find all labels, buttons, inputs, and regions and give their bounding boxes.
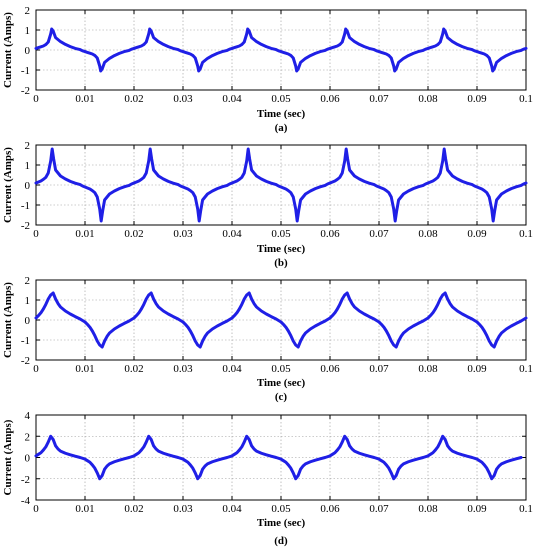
x-tick-label: 0 — [33, 93, 39, 105]
x-tick-label: 0.04 — [222, 93, 242, 105]
x-tick-label: 0.07 — [369, 93, 389, 105]
x-tick-label: 0.01 — [75, 363, 94, 375]
y-tick-label: 2 — [25, 275, 31, 287]
x-tick-label: 0.08 — [418, 503, 438, 515]
x-tick-label: 0.09 — [467, 93, 487, 105]
panel-label: (b) — [274, 257, 288, 269]
current-waveform-line — [34, 291, 528, 349]
x-tick-label: 0.08 — [418, 363, 438, 375]
x-axis-label: Time (sec) — [257, 517, 306, 529]
current-waveform-line — [34, 27, 528, 73]
y-tick-label: -2 — [21, 474, 30, 486]
x-axis-label: Time (sec) — [257, 108, 306, 120]
x-tick-label: 0.06 — [320, 503, 340, 515]
x-tick-label: 0.09 — [467, 228, 487, 240]
y-tick-label: 1 — [25, 295, 31, 307]
panel-label: (d) — [274, 535, 288, 547]
y-tick-label: 0 — [25, 180, 31, 192]
x-tick-label: 0.04 — [222, 363, 242, 375]
x-tick-label: 0.05 — [271, 93, 291, 105]
y-axis-label: Current (Amps) — [2, 147, 14, 223]
x-tick-label: 0.09 — [467, 363, 487, 375]
x-tick-label: 0.07 — [369, 363, 389, 375]
x-tick-label: 0.09 — [467, 503, 487, 515]
x-axis-label: Time (sec) — [257, 243, 306, 255]
x-tick-label: 0.04 — [222, 503, 242, 515]
x-tick-label: 0.01 — [75, 93, 94, 105]
x-tick-label: 0 — [33, 503, 39, 515]
x-tick-label: 0.05 — [271, 228, 291, 240]
x-tick-label: 0.1 — [519, 228, 533, 240]
x-tick-label: 0.05 — [271, 363, 291, 375]
x-tick-label: 0.06 — [320, 93, 340, 105]
y-tick-label: -1 — [21, 335, 30, 347]
x-tick-label: 0.05 — [271, 503, 291, 515]
y-tick-label: 1 — [25, 25, 31, 37]
x-tick-label: 0.08 — [418, 93, 438, 105]
x-tick-label: 0.07 — [369, 503, 389, 515]
y-tick-label: 0 — [25, 45, 31, 57]
x-tick-label: 0.02 — [124, 93, 143, 105]
panel-c: 0 0.01 0.02 0.03 0.04 0.05 0.06 0.07 0.08 0.09 0.1… — [2, 275, 533, 403]
y-tick-label: 4 — [25, 410, 31, 422]
x-tick-label: 0.01 — [75, 503, 94, 515]
x-tick-label: 0.03 — [173, 503, 193, 515]
x-tick-label: 0.1 — [519, 363, 533, 375]
panel-label: (a) — [275, 122, 288, 134]
x-tick-label: 0.04 — [222, 228, 242, 240]
panel-d: 0 0.01 0.02 0.03 0.04 0.05 0.06 0.07 0.08 0.09 0.1… — [2, 410, 533, 547]
y-axis-label: Current (Amps) — [2, 419, 14, 495]
x-tick-label: 0 — [33, 363, 39, 375]
y-tick-label: 1 — [25, 160, 31, 172]
x-tick-label: 0.03 — [173, 363, 193, 375]
x-tick-label: 0 — [33, 228, 39, 240]
y-tick-label: 0 — [25, 315, 31, 327]
panel-label: (c) — [275, 391, 288, 403]
panel-b: 0 0.01 0.02 0.03 0.04 0.05 0.06 0.07 0.08 0.09 0.1… — [2, 140, 533, 269]
y-tick-label: -2 — [21, 355, 30, 367]
y-tick-label: -4 — [21, 495, 31, 507]
panel-a: 0 0.01 0.02 0.03 0.04 0.05 0.06 0.07 0.08 0.09 0.1… — [2, 5, 533, 134]
x-tick-label: 0.06 — [320, 363, 340, 375]
current-waveform-line — [34, 147, 528, 223]
x-tick-label: 0.02 — [124, 503, 143, 515]
y-tick-label: 2 — [25, 431, 31, 443]
x-tick-label: 0.02 — [124, 228, 143, 240]
x-tick-label: 0.02 — [124, 363, 143, 375]
y-tick-label: -1 — [21, 200, 30, 212]
x-tick-label: 0.08 — [418, 228, 438, 240]
x-tick-label: 0.01 — [75, 228, 94, 240]
y-axis-label: Current (Amps) — [2, 12, 14, 88]
y-axis-label: Current (Amps) — [2, 282, 14, 358]
y-tick-label: 2 — [25, 5, 31, 17]
y-tick-label: 2 — [25, 140, 31, 152]
y-tick-label: 0 — [25, 453, 31, 465]
y-tick-label: -2 — [21, 220, 30, 232]
x-tick-label: 0.1 — [519, 503, 533, 515]
x-tick-label: 0.06 — [320, 228, 340, 240]
x-tick-label: 0.03 — [173, 93, 193, 105]
x-tick-label: 0.1 — [519, 93, 533, 105]
x-tick-label: 0.07 — [369, 228, 389, 240]
x-axis-label: Time (sec) — [257, 377, 306, 389]
y-tick-label: -1 — [21, 65, 30, 77]
current-waveform-line — [34, 434, 523, 481]
y-tick-label: -2 — [21, 85, 30, 97]
x-tick-label: 0.03 — [173, 228, 193, 240]
